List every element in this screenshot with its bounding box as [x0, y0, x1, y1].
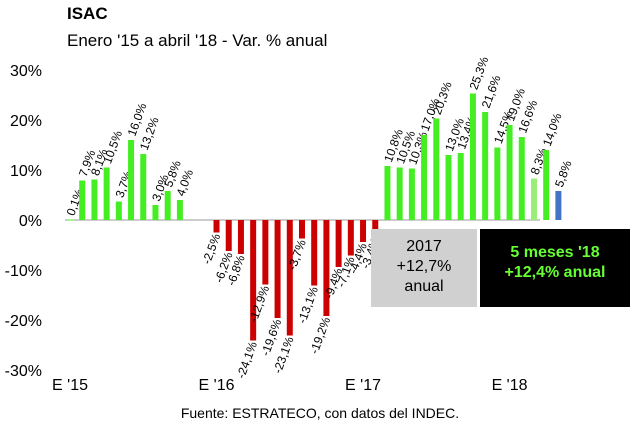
bar [237, 220, 244, 254]
bar [360, 220, 367, 242]
bar [274, 220, 281, 318]
bar [286, 220, 293, 336]
bar [225, 220, 232, 251]
bar [128, 140, 135, 220]
bar-data-label: -19,2% [307, 315, 333, 356]
bar [530, 178, 537, 220]
bar-data-label: 5,8% [552, 158, 575, 189]
y-tick-label: 0% [19, 213, 42, 230]
ytd-2018-box: 5 meses '18 +12,4% anual [480, 229, 630, 307]
bar [494, 147, 501, 220]
bar [103, 167, 110, 220]
bar [67, 219, 73, 221]
x-tick-label: E '16 [199, 377, 235, 394]
annual-2017-box: 2017 +12,7% anual [371, 229, 477, 307]
bar [518, 137, 525, 220]
bar [457, 153, 464, 220]
y-tick-label: 30% [10, 63, 42, 80]
bar [176, 200, 183, 220]
bar [250, 220, 257, 341]
x-tick-label: E '17 [345, 377, 381, 394]
bar [335, 220, 342, 267]
bar-data-label: 10,5% [100, 128, 125, 165]
bar [408, 168, 415, 220]
bar [140, 154, 147, 220]
ytd-2018-value: +12,4% anual [504, 264, 606, 281]
chart-title: ISAC [67, 4, 108, 23]
bar-data-label: -24,1% [234, 339, 260, 380]
bar-data-label: 14,0% [540, 111, 565, 148]
bar [543, 150, 550, 220]
bar-data-label: -13,1% [295, 284, 321, 325]
bar [115, 201, 122, 220]
annual-2017-unit: anual [404, 278, 444, 295]
bar [469, 93, 476, 220]
bar [372, 220, 379, 237]
bar-chart: 30% 20% 10% 0% -10% -20% -30% E '15 E '16 E '17 E … [5, 54, 575, 394]
y-tick-label: 10% [10, 163, 42, 180]
bar [311, 220, 318, 286]
bar [323, 220, 330, 316]
bar [445, 155, 452, 220]
bar [347, 220, 354, 256]
bar [213, 220, 220, 233]
bar [164, 191, 171, 220]
source-note: Fuente: ESTRATECO, con datos del INDEC. [180, 405, 460, 421]
y-tick-label: -30% [5, 363, 42, 380]
bar [298, 220, 305, 239]
bar [482, 112, 489, 220]
bar [79, 180, 86, 220]
annual-2017-year: 2017 [406, 238, 442, 255]
y-tick-label: 20% [10, 113, 42, 130]
bar [384, 166, 391, 220]
bar [433, 118, 440, 220]
bar [262, 220, 269, 285]
bar-data-label: -12,9% [246, 283, 272, 324]
bar [396, 167, 403, 220]
bar [555, 191, 562, 220]
bar [91, 179, 98, 220]
y-tick-label: -10% [5, 263, 42, 280]
x-tick-label: E '15 [52, 377, 88, 394]
bar [506, 125, 513, 220]
ytd-2018-period: 5 meses '18 [510, 244, 600, 261]
y-tick-label: -20% [5, 313, 42, 330]
annual-2017-value: +12,7% [396, 258, 452, 275]
bar [421, 135, 428, 220]
bar [152, 205, 159, 220]
chart-subtitle: Enero '15 a abril '18 - Var. % anual [67, 31, 328, 50]
x-tick-label: E '18 [492, 377, 528, 394]
